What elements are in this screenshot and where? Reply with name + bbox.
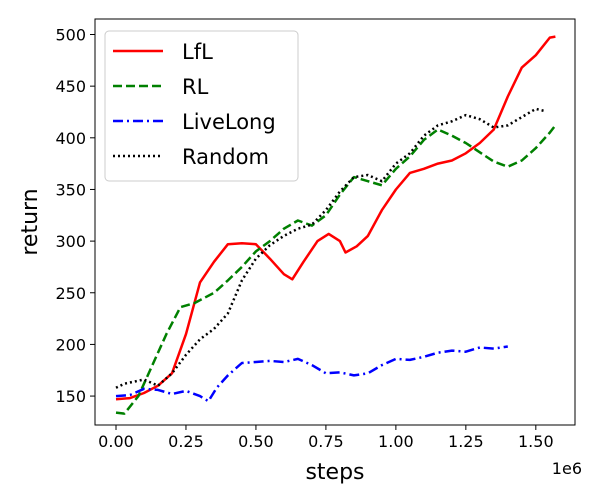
x-tick-label: 1.00 [378,432,414,451]
y-tick-label: 450 [55,77,86,96]
x-tick-label: 0.25 [168,432,204,451]
y-tick-label: 300 [55,232,86,251]
series-line-2 [115,345,508,403]
x-tick-label: 0.50 [238,432,274,451]
x-offset-label: 1e6 [552,459,582,478]
y-tick-label: 400 [55,129,86,148]
y-tick-label: 200 [55,335,86,354]
y-axis: 150 200 250 300 350 400 450 500 [55,25,95,406]
series-layer [115,35,557,415]
y-tick-label: 150 [55,387,86,406]
y-tick-label: 500 [55,25,86,44]
series-line-0 [115,35,556,401]
x-tick-label: 0.00 [98,432,134,451]
legend-label-2: LiveLong [182,110,276,134]
x-axis-label: steps [305,460,364,485]
legend-label-3: Random [182,145,269,169]
y-tick-label: 350 [55,180,86,199]
series-line-1 [115,124,557,415]
legend-box [104,30,299,182]
x-tick-label: 1.25 [448,432,484,451]
legend-label-0: LfL [182,40,213,64]
legend: LfL RL LiveLong Random [104,30,299,182]
x-tick-label: 1.50 [518,432,554,451]
y-axis-label: return [18,188,43,255]
legend-label-1: RL [182,75,209,99]
plot-frame [94,18,576,426]
x-axis: 0.00 0.25 0.50 0.75 1.00 1.25 1.50 [98,425,554,451]
series-line-3 [115,107,545,389]
x-tick-label: 0.75 [308,432,344,451]
y-tick-label: 250 [55,284,86,303]
